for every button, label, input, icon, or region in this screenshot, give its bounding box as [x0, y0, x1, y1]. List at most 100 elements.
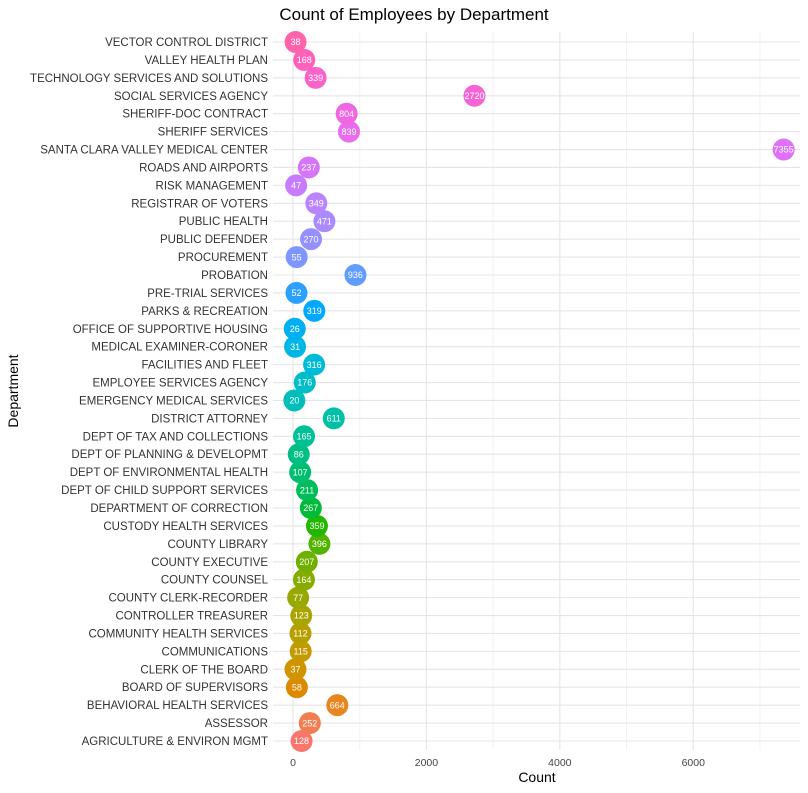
point-marker: [300, 228, 323, 251]
point-value-label: 267: [303, 503, 318, 513]
data-point: 86: [287, 443, 310, 466]
point-value-label: 20: [289, 396, 299, 406]
data-point: 237: [297, 156, 320, 179]
category-label: PUBLIC HEALTH: [179, 216, 268, 228]
point-marker: [335, 102, 358, 125]
data-point: 38: [284, 31, 307, 53]
data-point: 26: [283, 317, 306, 340]
point-value-label: 55: [292, 252, 302, 262]
point-value-label: 316: [307, 360, 322, 370]
category-label: TECHNOLOGY SERVICES AND SOLUTIONS: [30, 73, 268, 85]
data-point: 168: [293, 48, 316, 71]
category-label: DISTRICT ATTORNEY: [151, 413, 268, 425]
data-point: 316: [303, 353, 326, 376]
point-marker: [293, 425, 316, 448]
category-label: ASSESSOR: [205, 718, 268, 730]
data-point: 664: [326, 694, 349, 717]
point-marker: [283, 317, 306, 340]
point-marker: [296, 479, 319, 502]
point-marker: [284, 335, 307, 358]
point-marker: [293, 371, 316, 394]
category-label: COMMUNICATIONS: [162, 646, 269, 658]
category-label: CLERK OF THE BOARD: [140, 664, 268, 676]
point-marker: [285, 174, 308, 197]
point-marker: [289, 622, 312, 645]
category-label: FACILITIES AND FLEET: [141, 360, 268, 372]
point-value-label: 115: [294, 647, 308, 657]
point-value-label: 207: [299, 557, 314, 567]
category-label: BOARD OF SUPERVISORS: [122, 682, 268, 694]
data-point: 31: [284, 335, 307, 358]
category-label: COUNTY COUNSEL: [161, 575, 269, 587]
point-marker: [326, 694, 349, 717]
category-label: PRE-TRIAL SERVICES: [147, 288, 268, 300]
category-label: COMMUNITY HEALTH SERVICES: [88, 628, 268, 640]
data-point: 58: [285, 676, 308, 699]
point-value-label: 112: [293, 629, 307, 639]
category-label: EMPLOYEE SERVICES AGENCY: [92, 378, 268, 390]
data-point: 936: [344, 264, 367, 286]
y-axis-title: Department: [5, 354, 21, 427]
point-value-label: 611: [327, 414, 341, 424]
point-marker: [322, 407, 345, 430]
point-marker: [284, 658, 307, 681]
category-label: SOCIAL SERVICES AGENCY: [114, 91, 268, 103]
category-label: COUNTY CLERK-RECORDER: [108, 593, 268, 605]
point-value-label: 37: [290, 665, 300, 675]
grid-layer: [273, 32, 800, 750]
point-value-label: 86: [294, 449, 304, 459]
x-axis-title: Count: [518, 769, 555, 785]
data-point: 37: [284, 658, 307, 681]
point-value-label: 58: [292, 682, 302, 692]
data-point: 47: [285, 174, 308, 197]
point-marker: [285, 281, 308, 304]
data-point: 319: [303, 299, 326, 322]
category-label: COUNTY LIBRARY: [167, 539, 268, 551]
point-marker: [305, 514, 328, 537]
data-point: 396: [308, 532, 331, 555]
point-value-label: 270: [304, 234, 319, 244]
data-point: 115: [289, 640, 312, 663]
chart-title: Count of Employees by Department: [279, 5, 549, 24]
point-marker: [290, 604, 313, 627]
data-point: 211: [296, 479, 319, 502]
point-value-label: 211: [300, 485, 314, 495]
point-marker: [313, 210, 336, 233]
x-tick-label: 4000: [548, 757, 572, 769]
point-marker: [304, 66, 327, 89]
point-marker: [772, 138, 795, 161]
data-point: 471: [313, 210, 336, 233]
point-value-label: 164: [296, 575, 311, 585]
category-label: CUSTODY HEALTH SERVICES: [103, 521, 268, 533]
point-marker: [290, 730, 313, 752]
point-value-label: 128: [294, 736, 309, 746]
x-tick-label: 0: [290, 757, 296, 769]
point-value-label: 77: [293, 593, 303, 603]
category-label: BEHAVIORAL HEALTH SERVICES: [87, 700, 268, 712]
point-marker: [299, 497, 322, 519]
point-marker: [305, 192, 328, 215]
category-label: ROADS AND AIRPORTS: [139, 162, 268, 174]
data-point: 123: [290, 604, 313, 627]
category-label: REGISTRAR OF VOTERS: [131, 198, 268, 210]
point-value-label: 165: [297, 432, 312, 442]
point-marker: [292, 568, 315, 591]
x-tick-label: 2000: [415, 757, 439, 769]
point-value-label: 47: [291, 181, 301, 191]
category-label: SHERIFF SERVICES: [158, 127, 269, 139]
point-marker: [463, 84, 486, 107]
data-point: 611: [322, 407, 345, 430]
data-point: 77: [287, 586, 310, 609]
data-point: 165: [293, 425, 316, 448]
category-label: CONTROLLER TREASURER: [115, 611, 268, 623]
x-tick-labels: 0 2000 4000 6000: [290, 757, 705, 769]
point-value-label: 471: [317, 216, 332, 226]
category-label: EMERGENCY MEDICAL SERVICES: [79, 395, 268, 407]
category-label: PROCUREMENT: [178, 252, 268, 264]
point-value-label: 839: [341, 127, 356, 137]
data-point: 252: [298, 712, 321, 735]
point-marker: [283, 389, 306, 412]
point-value-label: 339: [308, 73, 323, 83]
data-point: 55: [285, 246, 308, 269]
data-point: 339: [304, 66, 327, 89]
